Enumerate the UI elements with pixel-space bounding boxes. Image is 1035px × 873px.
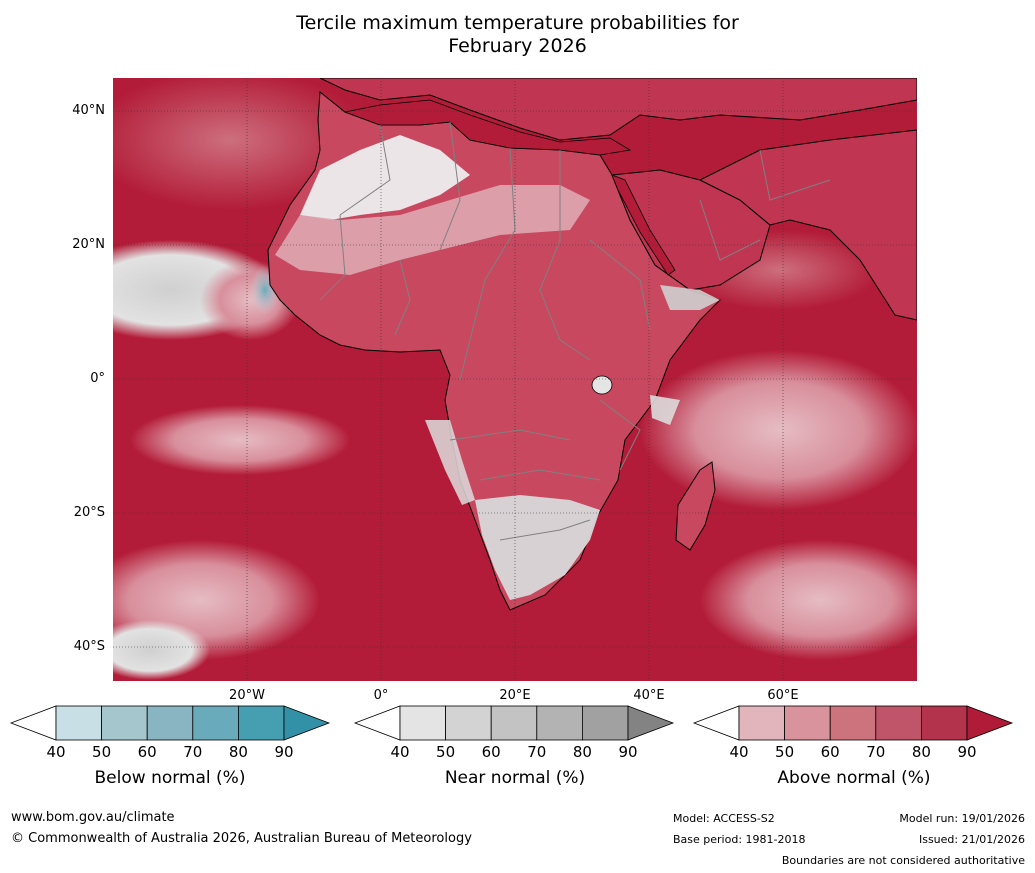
area-south-atlantic <box>130 405 350 475</box>
colorbar-above-low-extension <box>692 705 740 741</box>
title-line-1: Tercile maximum temperature probabilitie… <box>296 12 739 34</box>
country-borders <box>319 121 831 541</box>
sahara-pink <box>275 185 590 275</box>
lon-label-0: 0° <box>373 688 389 703</box>
arabian-peninsula <box>611 169 771 291</box>
colorbar-near-tick: 90 <box>618 743 638 761</box>
colorbar-below-tick: 90 <box>274 743 294 761</box>
colorbar-above-segment <box>829 705 877 741</box>
area-far-south-atlantic <box>113 620 210 680</box>
lat-label-0: 0° <box>90 371 105 386</box>
lat-label-40n: 40°N <box>72 103 105 118</box>
colorbar-near-tick: 70 <box>527 743 547 761</box>
colorbar-near-segment <box>399 705 446 741</box>
title-line-2: February 2026 <box>448 35 587 57</box>
colorbar-near-label: Near normal (%) <box>444 768 586 788</box>
southern-africa-near-normal <box>475 495 600 600</box>
colorbar-near-low-extension <box>353 705 401 741</box>
colorbar-below-tick: 60 <box>137 743 157 761</box>
footer-website: www.bom.gov.au/climate <box>11 810 175 825</box>
colorbar-near-tick: 50 <box>436 743 456 761</box>
colorbar-below-tick: 70 <box>183 743 203 761</box>
europe-fragment <box>319 78 917 141</box>
lat-label-40s: 40°S <box>73 639 105 654</box>
middle-east-fragment <box>698 129 917 321</box>
horn-gray <box>660 285 720 310</box>
colorbar-above-tick: 90 <box>957 743 977 761</box>
colorbar-near-tick: 80 <box>572 743 592 761</box>
colorbar-above-tick: 40 <box>729 743 749 761</box>
map-content <box>113 78 917 681</box>
colorbar-above-high-extension <box>966 705 1014 741</box>
colorbar-below-tick: 50 <box>92 743 112 761</box>
mediterranean-sea <box>343 99 632 156</box>
footer-issued: Issued: 21/01/2026 <box>918 833 1025 846</box>
colorbar-above-segment <box>738 705 785 741</box>
colorbar-above-segment <box>921 705 968 741</box>
east-africa-gray <box>650 395 680 425</box>
colorbar-above-label: Above normal (%) <box>777 768 931 788</box>
colorbar-below-high-extension <box>283 705 331 741</box>
angola-coast-gray <box>425 420 475 505</box>
lon-label-20e: 20°E <box>499 688 531 703</box>
lon-label-20w: 20°W <box>229 688 265 703</box>
footer-disclaimer: Boundaries are not considered authoritat… <box>781 854 1025 867</box>
colorbar-above-tick: 80 <box>911 743 931 761</box>
lat-label-20s: 20°S <box>73 505 105 520</box>
colorbar-below-tick: 40 <box>46 743 66 761</box>
colorbar-near-segment <box>490 705 538 741</box>
lon-label-60e: 60°E <box>767 688 799 703</box>
lat-label-20n: 20°N <box>72 237 105 252</box>
colorbar-above-segment <box>875 705 922 741</box>
colorbar-below-segment <box>101 705 148 741</box>
colorbar-below-segment <box>146 705 194 741</box>
madagascar <box>675 461 716 551</box>
colorbar-near-tick: 40 <box>390 743 410 761</box>
footer-model: Model: ACCESS-S2 <box>673 812 775 825</box>
colorbar-near-tick: 60 <box>481 743 501 761</box>
colorbar-below-segment <box>55 705 102 741</box>
colorbar-above-segment <box>784 705 831 741</box>
red-sea <box>611 174 676 276</box>
colorbar-below-segment <box>192 705 239 741</box>
colorbar-below-segment <box>237 705 285 741</box>
colorbar-below-tick: 80 <box>228 743 248 761</box>
footer-model-run: Model run: 19/01/2026 <box>899 812 1025 825</box>
sahara-near-normal <box>300 135 470 220</box>
colorbar-near-segment <box>536 705 583 741</box>
colorbar-above-tick: 70 <box>866 743 886 761</box>
colorbar-above-tick: 60 <box>820 743 840 761</box>
colorbar-above-tick: 50 <box>775 743 795 761</box>
area-indian-ocean <box>640 350 917 510</box>
gridlines <box>113 78 917 681</box>
colorbar-near-segment <box>582 705 629 741</box>
colorbar-near-high-extension <box>627 705 675 741</box>
colorbars <box>9 705 1014 741</box>
lon-label-40e: 40°E <box>633 688 665 703</box>
footer-base-period: Base period: 1981-2018 <box>673 833 806 846</box>
colorbar-below-label: Below normal (%) <box>94 768 246 788</box>
colorbar-below-low-extension <box>9 705 57 741</box>
colorbar-near-segment <box>445 705 492 741</box>
lake-victoria <box>591 375 613 395</box>
footer-copyright: © Commonwealth of Australia 2026, Austra… <box>11 831 472 846</box>
area-south-indian-ocean <box>700 540 917 660</box>
